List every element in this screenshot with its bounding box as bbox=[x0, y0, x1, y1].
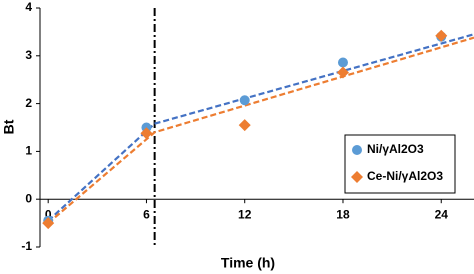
trendline bbox=[47, 33, 474, 222]
legend-box bbox=[344, 134, 456, 194]
y-tick-label: 3 bbox=[25, 48, 32, 62]
y-axis-label: Bt bbox=[1, 119, 17, 134]
y-tick-label: 4 bbox=[25, 0, 32, 14]
circle-point bbox=[239, 95, 250, 106]
x-tick-label: 24 bbox=[435, 207, 449, 221]
diamond-point bbox=[435, 29, 448, 42]
diamond-point bbox=[238, 119, 251, 132]
diamond-point bbox=[42, 217, 55, 230]
x-axis-label: Time (h) bbox=[221, 255, 275, 271]
circle-point bbox=[337, 57, 348, 68]
legend-label: Ni/γAl2O3 bbox=[367, 142, 424, 156]
x-tick-label: 18 bbox=[336, 207, 350, 221]
y-tick-label: -1 bbox=[21, 239, 32, 253]
trendline bbox=[47, 36, 474, 224]
x-tick-label: 6 bbox=[143, 207, 150, 221]
diamond-point bbox=[336, 66, 349, 79]
y-tick-label: 2 bbox=[25, 96, 32, 110]
y-tick-label: 1 bbox=[25, 144, 32, 158]
y-tick-label: 0 bbox=[25, 191, 32, 205]
x-tick-label: 12 bbox=[238, 207, 252, 221]
legend-label: Ce-Ni/γAl2O3 bbox=[367, 169, 443, 183]
legend-marker bbox=[351, 171, 363, 183]
x-tick-label: 0 bbox=[45, 207, 52, 221]
legend-marker bbox=[352, 145, 362, 155]
diamond-point bbox=[140, 127, 153, 140]
